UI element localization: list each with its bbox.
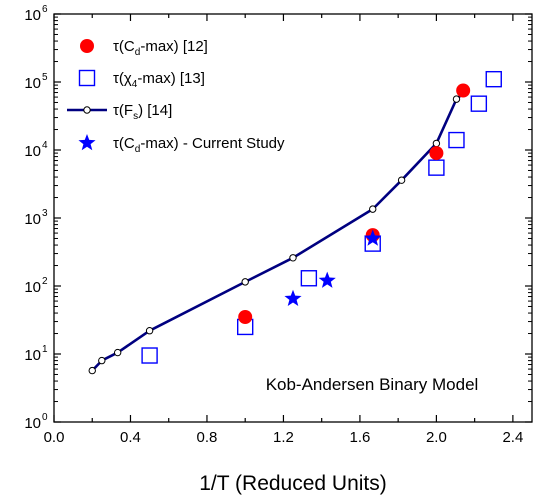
- data-point: [318, 271, 336, 288]
- y-tick-label: 10: [24, 143, 41, 160]
- legend-label: τ(Fs) [14]: [113, 102, 172, 122]
- data-point: [470, 95, 488, 112]
- x-tick-label: 2.0: [426, 429, 447, 446]
- data-point: [238, 310, 253, 325]
- data-point: [88, 366, 96, 375]
- y-tick-label: 10: [24, 279, 41, 296]
- x-tick-label: 1.2: [273, 429, 294, 446]
- x-tick-label: 1.6: [349, 429, 370, 446]
- x-tick-label: 2.4: [502, 429, 523, 446]
- data-point: [241, 278, 249, 286]
- legend: τ(Cd-max) [12] τ(χ4-max) [13] τ(Fs) [14] τ(…: [67, 38, 285, 155]
- data-point: [300, 270, 318, 287]
- y-tick-label: 10: [24, 211, 41, 228]
- data-point: [364, 229, 382, 246]
- y-tick-exponent: 5: [42, 72, 48, 83]
- x-axis-title: 1/T (Reduced Units): [199, 472, 387, 495]
- y-tick-exponent: 3: [42, 208, 48, 219]
- data-point: [485, 70, 502, 88]
- y-tick-label: 10: [24, 75, 41, 92]
- axis-ticks: [53, 13, 532, 423]
- y-tick-label: 10: [24, 415, 41, 432]
- data-point: [456, 83, 471, 98]
- y-tick-exponent: 6: [42, 4, 48, 15]
- legend-entry: τ(Fs) [14]: [67, 102, 172, 122]
- y-tick-exponent: 0: [42, 412, 48, 423]
- data-point: [429, 146, 444, 161]
- x-tick-label: 0.8: [197, 429, 218, 446]
- y-tick-exponent: 2: [42, 276, 48, 287]
- legend-marker: [83, 106, 91, 114]
- legend-entry: τ(Cd-max) - Current Study: [78, 134, 285, 155]
- data-point: [145, 327, 154, 335]
- y-tick-exponent: 4: [42, 140, 48, 151]
- series-layer: [88, 70, 502, 375]
- annotation: Kob-Andersen Binary Model: [266, 375, 479, 394]
- data-point: [448, 131, 465, 149]
- data-point: [113, 348, 122, 357]
- data-point: [98, 356, 106, 365]
- data-point: [428, 159, 445, 176]
- series-line-open-circle: [88, 88, 469, 375]
- y-tick-exponent: 1: [42, 344, 48, 355]
- y-tick-label: 10: [24, 7, 41, 24]
- x-tick-labels: 0.0 0.4 0.8 1.2 1.6 2.0 2.4: [44, 429, 524, 446]
- series-filled-circle: [238, 83, 471, 325]
- legend-label: τ(Cd-max) - Current Study: [113, 135, 285, 155]
- data-point: [452, 95, 461, 103]
- series-filled-star: [284, 229, 382, 306]
- legend-label: τ(χ4-max) [13]: [113, 70, 205, 90]
- x-tick-label: 0.4: [120, 429, 141, 446]
- data-point: [369, 205, 377, 213]
- series-open-square: [141, 70, 502, 364]
- legend-marker: [78, 69, 96, 87]
- legend-marker: [80, 39, 94, 53]
- x-tick-label: 0.0: [44, 429, 65, 446]
- legend-marker: [78, 134, 96, 151]
- data-point: [284, 289, 302, 306]
- y-tick-label: 10: [24, 347, 41, 364]
- legend-entry: τ(χ4-max) [13]: [78, 69, 205, 90]
- data-point: [397, 176, 406, 184]
- data-point: [432, 139, 441, 148]
- legend-label: τ(Cd-max) [12]: [113, 38, 208, 58]
- data-point: [289, 254, 297, 262]
- data-point: [141, 347, 158, 364]
- legend-entry: τ(Cd-max) [12]: [80, 38, 208, 58]
